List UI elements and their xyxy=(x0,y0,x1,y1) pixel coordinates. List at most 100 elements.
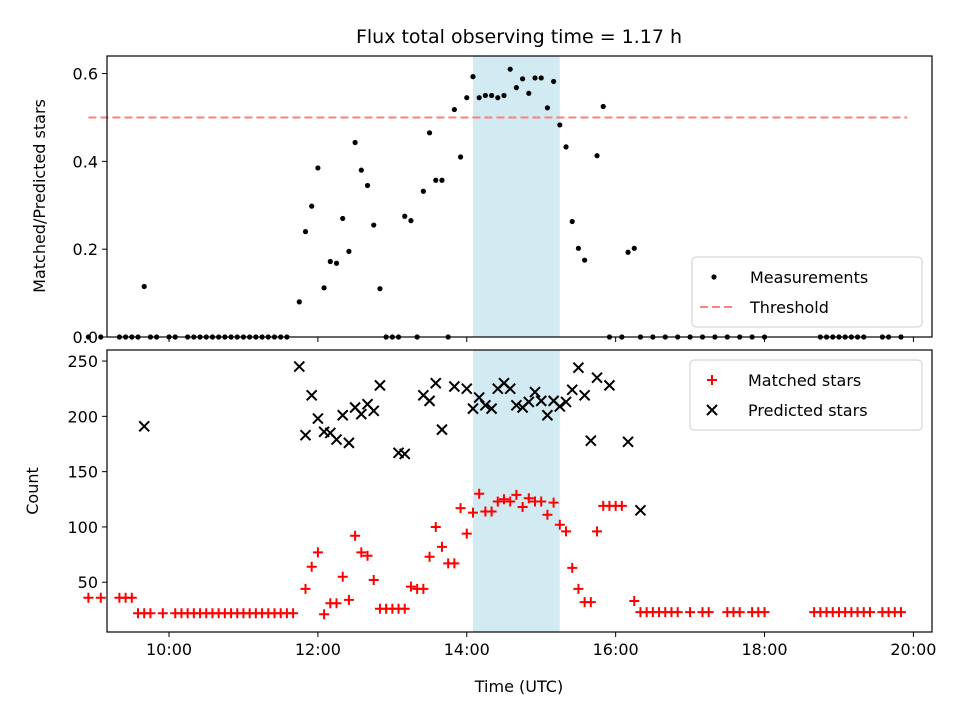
legend-label: Threshold xyxy=(749,298,829,317)
matched-star-point xyxy=(505,496,516,507)
x-tick-label: 12:00 xyxy=(295,640,341,659)
legend-marker xyxy=(707,375,717,385)
measurement-point xyxy=(402,213,408,219)
matched-star-point xyxy=(895,607,906,618)
matched-star-point xyxy=(561,526,572,537)
predicted-star-point xyxy=(585,434,597,447)
matched-star-point xyxy=(288,608,299,619)
measurement-point xyxy=(333,260,340,266)
predicted-star-point xyxy=(473,391,485,404)
matched-star-point xyxy=(498,494,509,505)
measurement-point xyxy=(575,245,582,251)
matched-star-point xyxy=(616,500,627,511)
predicted-star-point xyxy=(299,429,312,441)
legend-label: Matched stars xyxy=(748,371,861,390)
matched-star-point xyxy=(536,496,547,507)
x-tick-label: 18:00 xyxy=(741,640,787,659)
bottom-y-tick-label: 50 xyxy=(78,573,98,592)
measurement-point xyxy=(482,92,488,99)
predicted-star-point xyxy=(312,412,324,425)
measurement-point xyxy=(141,283,147,290)
predicted-star-point xyxy=(423,395,436,407)
predicted-star-point xyxy=(485,402,498,415)
predicted-star-point xyxy=(634,504,647,517)
bottom-series-matched-stars xyxy=(83,488,906,620)
measurement-point xyxy=(569,218,575,225)
matched-star-point xyxy=(461,528,472,539)
matched-star-point xyxy=(312,547,323,558)
matched-star-point xyxy=(350,530,361,541)
bottom-x-axis-label: Time (UTC) xyxy=(474,677,563,696)
matched-star-point xyxy=(157,608,168,619)
matched-star-point xyxy=(672,607,683,618)
measurement-point xyxy=(309,203,315,209)
predicted-star-point xyxy=(461,382,473,395)
bottom-y-tick-label: 100 xyxy=(67,518,98,537)
matched-star-point xyxy=(517,502,528,513)
measurement-point xyxy=(408,218,414,224)
measurement-point xyxy=(321,285,327,291)
matched-star-point xyxy=(83,592,94,603)
matched-star-point xyxy=(629,596,640,607)
matched-star-point xyxy=(864,607,875,618)
matched-star-point xyxy=(362,550,373,561)
top-subplot: Flux total observing time = 1.17 h 0.00.… xyxy=(30,26,933,347)
bottom-axes-frame xyxy=(106,349,933,633)
predicted-star-point xyxy=(448,380,461,393)
top-y-tick-label: 0.2 xyxy=(73,240,98,259)
matched-star-point xyxy=(343,594,354,605)
bottom-legend: Matched stars Predicted stars xyxy=(689,359,923,431)
predicted-star-point xyxy=(368,405,380,417)
measurement-point xyxy=(476,95,482,101)
bottom-plot-area: 10:00 12:00 14:00 16:00 18:00 20:00 50 100 150 20… xyxy=(67,349,936,659)
top-chart-title: Flux total observing time = 1.17 h xyxy=(356,26,682,48)
x-tick-label: 16:00 xyxy=(593,640,639,659)
predicted-star-point xyxy=(138,420,150,433)
top-axes-frame xyxy=(106,55,933,338)
measurement-point xyxy=(470,74,476,80)
top-y-tick-label: 0.6 xyxy=(73,65,98,84)
measurement-point xyxy=(346,248,352,254)
bottom-y-axis-label: Count xyxy=(23,467,42,515)
matched-star-point xyxy=(455,503,466,514)
x-tick-label: 14:00 xyxy=(444,640,490,659)
measurement-point xyxy=(600,103,606,110)
predicted-star-point xyxy=(529,386,541,398)
predicted-star-point xyxy=(436,423,448,436)
bottom-subplot: 10:00 12:00 14:00 16:00 18:00 20:00 50 100 150 20… xyxy=(23,349,936,696)
matched-star-point xyxy=(467,507,478,518)
predicted-star-point xyxy=(566,384,578,396)
bottom-series-predicted-stars xyxy=(138,360,647,517)
measurement-point xyxy=(557,122,563,128)
matched-star-point xyxy=(95,592,106,603)
measurement-point xyxy=(377,286,383,292)
measurement-point xyxy=(457,154,464,160)
measurement-point xyxy=(340,215,346,222)
matched-star-point xyxy=(418,583,429,594)
measurement-point xyxy=(520,76,526,82)
matched-star-point xyxy=(685,607,696,618)
matched-star-point xyxy=(405,581,416,592)
measurement-point xyxy=(563,144,569,150)
matched-star-point xyxy=(424,551,435,562)
top-plot-area: 0.0 0.2 0.4 0.6 Measurements Threshold xyxy=(73,55,933,347)
measurement-point xyxy=(526,90,532,96)
matched-star-point xyxy=(573,583,584,594)
legend-box xyxy=(689,359,923,431)
measurement-point xyxy=(582,257,588,263)
measurement-point xyxy=(302,229,309,235)
matched-star-point xyxy=(430,521,441,532)
matched-star-point xyxy=(319,609,330,620)
measurement-point xyxy=(327,258,333,265)
predicted-star-point xyxy=(399,448,411,460)
top-observing-window xyxy=(472,56,560,337)
measurement-point xyxy=(495,95,501,101)
measurement-point xyxy=(594,153,600,159)
measurement-point xyxy=(420,188,426,194)
matched-star-point xyxy=(548,497,559,508)
matched-star-point xyxy=(356,547,367,558)
x-tick-label: 10:00 xyxy=(146,640,192,659)
measurement-point xyxy=(551,78,557,85)
matched-star-point xyxy=(585,597,596,608)
